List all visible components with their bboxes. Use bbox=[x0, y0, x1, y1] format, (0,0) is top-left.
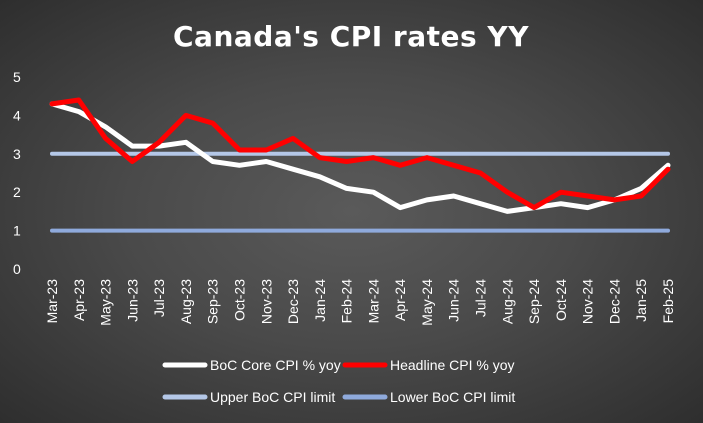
x-tick-label: Aug-23 bbox=[178, 279, 194, 324]
x-tick-label: Jan-25 bbox=[633, 279, 649, 322]
legend: BoC Core CPI % yoy Headline CPI % yoy Uppe… bbox=[162, 357, 515, 405]
y-tick-label: 2 bbox=[13, 184, 21, 200]
x-tick-label: Oct-23 bbox=[231, 279, 247, 321]
series-line-1 bbox=[49, 97, 671, 211]
y-tick-label: 5 bbox=[13, 69, 21, 85]
x-tick-label: Oct-24 bbox=[553, 279, 569, 321]
legend-label-1: Headline CPI % yoy bbox=[390, 357, 515, 373]
x-tick-label: Nov-23 bbox=[258, 279, 274, 324]
x-tick-label: Jun-24 bbox=[446, 279, 462, 322]
y-tick-label: 3 bbox=[13, 146, 21, 162]
x-tick-label: Dec-23 bbox=[285, 279, 301, 324]
x-tick-label: Nov-24 bbox=[580, 279, 596, 324]
y-tick-label: 0 bbox=[13, 261, 21, 277]
x-tick-label: May-24 bbox=[419, 279, 435, 326]
y-tick-label: 1 bbox=[13, 223, 21, 239]
x-tick-label: Aug-24 bbox=[499, 279, 515, 324]
x-tick-label: Mar-24 bbox=[365, 279, 381, 324]
x-tick-label: Apr-24 bbox=[392, 279, 408, 321]
legend-label-3: Lower BoC CPI limit bbox=[390, 389, 515, 405]
y-tick-label: 4 bbox=[13, 107, 21, 123]
legend-label-0: BoC Core CPI % yoy bbox=[210, 357, 341, 373]
x-tick-label: Mar-23 bbox=[44, 279, 60, 324]
x-tick-label: Jan-24 bbox=[312, 279, 328, 322]
x-tick-label: Jun-23 bbox=[124, 279, 140, 322]
x-tick-label: Sep-24 bbox=[526, 279, 542, 324]
x-tick-label: Apr-23 bbox=[71, 279, 87, 321]
chart-title: Canada's CPI rates YY bbox=[173, 20, 529, 53]
x-tick-label: Feb-25 bbox=[660, 279, 676, 324]
x-tick-label: Jul-23 bbox=[151, 279, 167, 317]
plot-area: 0 1 2 3 4 5 Mar-23 Apr-23 May-23 Jun-23 Jul-23 Aug-… bbox=[13, 69, 676, 326]
x-tick-label: Sep-23 bbox=[205, 279, 221, 324]
x-tick-label: Jul-24 bbox=[473, 279, 489, 317]
x-tick-label: May-23 bbox=[98, 279, 114, 326]
legend-label-2: Upper BoC CPI limit bbox=[210, 389, 335, 405]
x-tick-label: Feb-24 bbox=[339, 279, 355, 324]
x-tick-label: Dec-24 bbox=[606, 279, 622, 324]
